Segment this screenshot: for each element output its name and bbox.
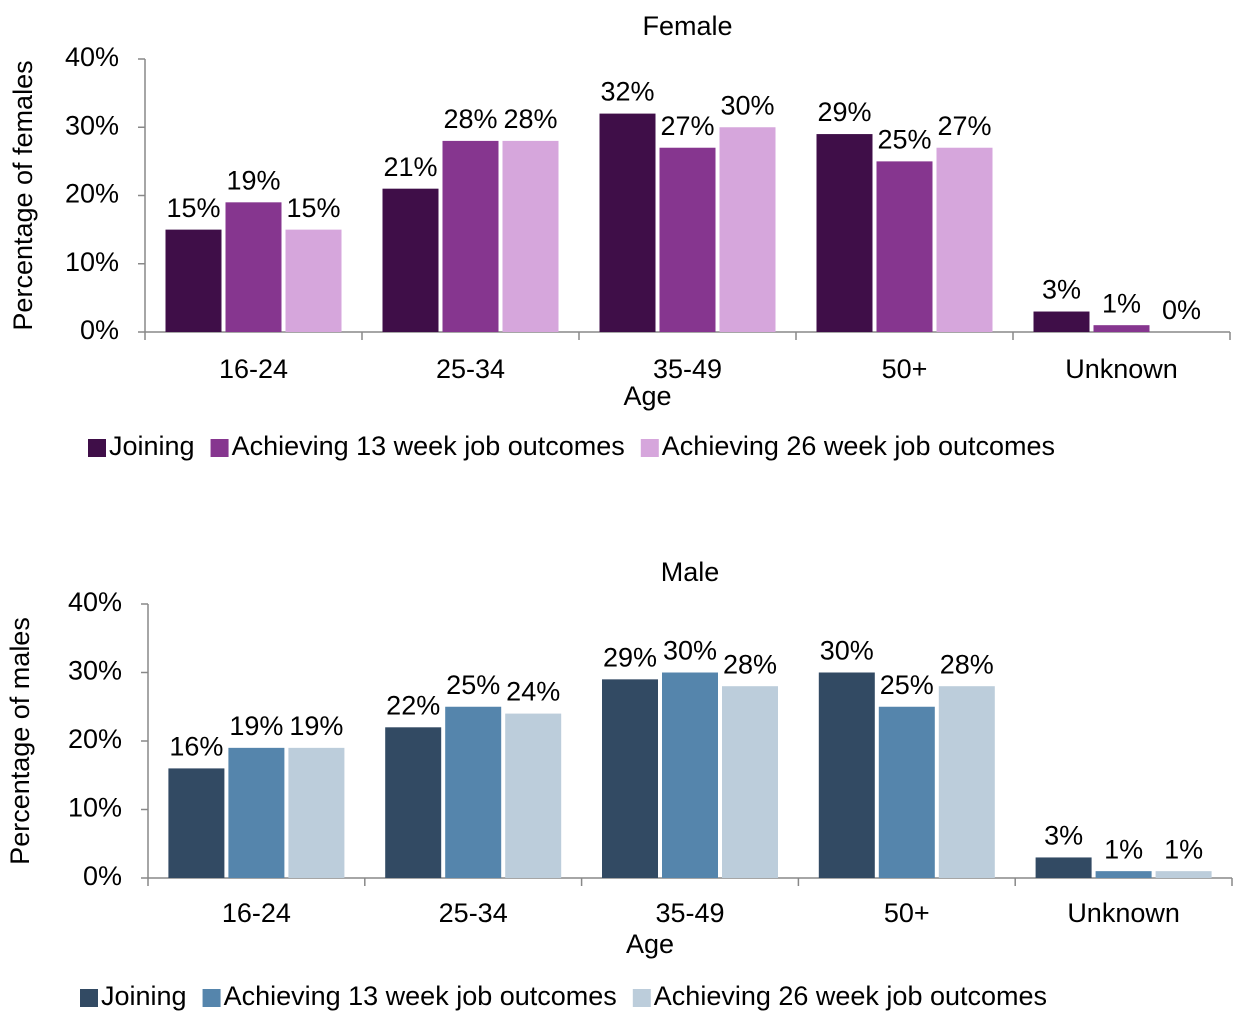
legend-label: Achieving 13 week job outcomes <box>232 431 625 461</box>
y-tick-label: 0% <box>80 315 119 345</box>
data-label: 29% <box>603 642 657 672</box>
y-tick-label: 10% <box>68 793 122 823</box>
x-tick-label: 16-24 <box>222 898 291 928</box>
y-axis-label: Percentage of females <box>8 60 38 330</box>
legend-label: Joining <box>109 431 195 461</box>
data-label: 21% <box>383 152 437 182</box>
data-label: 30% <box>720 90 774 120</box>
bar <box>599 113 656 332</box>
bar <box>1093 325 1150 332</box>
legend-label: Achieving 13 week job outcomes <box>224 981 617 1011</box>
legend-swatch <box>202 989 221 1007</box>
y-tick-label: 0% <box>83 861 122 891</box>
data-label: 15% <box>286 193 340 223</box>
bar <box>662 672 718 878</box>
bar <box>719 127 776 332</box>
x-tick-label: Unknown <box>1065 354 1178 384</box>
bar <box>1033 311 1090 332</box>
x-axis-label: Age <box>623 381 671 411</box>
data-label: 29% <box>817 97 871 127</box>
y-axis-label: Percentage of males <box>5 617 35 865</box>
legend-label: Joining <box>101 981 187 1011</box>
y-tick-label: 30% <box>68 656 122 686</box>
data-label: 1% <box>1102 288 1141 318</box>
data-label: 28% <box>723 649 777 679</box>
bar <box>722 686 778 878</box>
bar <box>225 202 282 332</box>
data-label: 25% <box>877 125 931 155</box>
bar <box>285 229 342 332</box>
x-tick-label: 25-34 <box>439 898 508 928</box>
data-label: 16% <box>169 732 223 762</box>
legend-swatch <box>632 989 651 1007</box>
data-label: 28% <box>443 104 497 134</box>
data-label: 15% <box>166 193 220 223</box>
x-tick-label: 16-24 <box>219 354 288 384</box>
chart-title: Male <box>661 557 720 587</box>
data-label: 1% <box>1164 834 1203 864</box>
legend-label: Achieving 26 week job outcomes <box>662 431 1055 461</box>
bar <box>818 672 875 878</box>
x-tick-label: 25-34 <box>436 354 505 384</box>
data-label: 32% <box>600 77 654 107</box>
bar <box>288 747 345 878</box>
data-label: 19% <box>289 711 343 741</box>
data-label: 24% <box>506 677 560 707</box>
bar <box>878 706 935 878</box>
data-label: 0% <box>1162 295 1201 325</box>
bar <box>505 713 562 878</box>
bar <box>602 679 658 878</box>
x-tick-label: 50+ <box>882 354 928 384</box>
data-label: 25% <box>880 670 934 700</box>
legend-label: Achieving 26 week job outcomes <box>654 981 1047 1011</box>
bar <box>1035 857 1092 878</box>
data-label: 19% <box>226 165 280 195</box>
bar <box>659 147 716 332</box>
data-label: 3% <box>1044 821 1083 851</box>
data-label: 30% <box>663 636 717 666</box>
y-tick-label: 40% <box>68 587 122 617</box>
x-tick-label: 50+ <box>884 898 930 928</box>
bar <box>165 229 222 332</box>
data-label: 19% <box>229 711 283 741</box>
x-tick-label: 35-49 <box>653 354 722 384</box>
y-tick-label: 10% <box>65 247 119 277</box>
bar <box>385 727 442 878</box>
bar <box>936 147 993 332</box>
x-tick-label: Unknown <box>1067 898 1180 928</box>
legend-swatch <box>640 439 659 457</box>
x-tick-label: 35-49 <box>655 898 724 928</box>
bar <box>228 747 285 878</box>
bar <box>445 706 502 878</box>
data-label: 27% <box>937 111 991 141</box>
bar <box>168 768 225 878</box>
y-tick-label: 20% <box>68 724 122 754</box>
bar <box>502 140 559 332</box>
data-label: 27% <box>660 111 714 141</box>
data-label: 28% <box>503 104 557 134</box>
bar <box>1155 871 1212 878</box>
y-tick-label: 40% <box>65 42 119 72</box>
data-label: 3% <box>1042 275 1081 305</box>
bar <box>816 134 873 332</box>
legend-swatch <box>80 989 98 1007</box>
bar <box>938 686 995 878</box>
legend-swatch <box>210 439 229 457</box>
data-label: 28% <box>940 649 994 679</box>
bar <box>1095 871 1152 878</box>
data-label: 30% <box>820 636 874 666</box>
bar <box>442 140 499 332</box>
y-tick-label: 30% <box>65 110 119 140</box>
legend-swatch <box>88 439 106 457</box>
data-label: 25% <box>446 670 500 700</box>
data-label: 22% <box>386 690 440 720</box>
y-tick-label: 20% <box>65 179 119 209</box>
x-axis-label: Age <box>626 929 674 959</box>
chart-title: Female <box>642 11 732 41</box>
bar <box>382 188 439 332</box>
bar <box>876 161 933 332</box>
data-label: 1% <box>1104 834 1143 864</box>
